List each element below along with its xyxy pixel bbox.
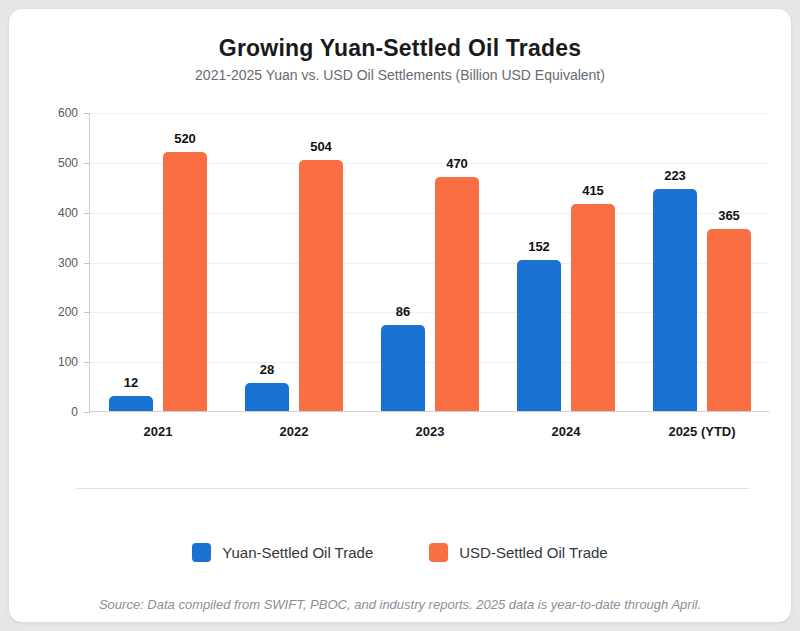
x-axis-label: 2022 [280,424,309,439]
chart-title: Growing Yuan-Settled Oil Trades [9,35,791,62]
y-axis-tick [84,113,90,114]
yuan-bar [109,396,153,411]
y-axis-tick [84,213,90,214]
y-axis-label: 0 [34,404,78,420]
yuan-bar [653,189,697,411]
y-axis-tick [84,263,90,264]
divider-line [76,488,749,489]
bar-value-label: 365 [718,208,740,223]
usd-bar [435,177,479,411]
bar-value-label: 86 [396,304,410,319]
bar-value-label: 470 [446,156,468,171]
bar-value-label: 223 [664,168,686,183]
legend-label: USD-Settled Oil Trade [459,544,607,561]
source-note: Source: Data compiled from SWIFT, PBOC, … [9,597,791,612]
bar-value-label: 12 [124,375,138,390]
y-axis-label: 600 [34,105,78,121]
y-axis-label: 400 [34,205,78,221]
y-axis-tick [84,312,90,313]
bar-value-label: 504 [310,139,332,154]
legend-label: Yuan-Settled Oil Trade [222,544,373,561]
y-axis-label: 200 [34,304,78,320]
legend-item-yuan: Yuan-Settled Oil Trade [192,543,373,562]
gridline [90,113,769,114]
y-axis-tick [84,163,90,164]
legend: Yuan-Settled Oil Trade USD-Settled Oil T… [9,543,791,562]
x-axis-label: 2023 [416,424,445,439]
usd-bar [707,229,751,411]
y-axis-label: 100 [34,354,78,370]
usd-bar [299,160,343,411]
yuan-bar [381,325,425,411]
y-axis-label: 300 [34,255,78,271]
yuan-legend-swatch-icon [192,543,211,562]
yuan-bar [517,260,561,411]
y-axis-tick [84,362,90,363]
plot-area: 0100200300400500600125202021285042022864… [89,113,769,412]
y-axis-tick [84,412,90,413]
bar-value-label: 520 [174,131,196,146]
bar-value-label: 28 [260,362,274,377]
x-axis-label: 2025 (YTD) [668,424,735,439]
chart-card: Growing Yuan-Settled Oil Trades 2021-202… [8,8,792,623]
usd-legend-swatch-icon [429,543,448,562]
usd-bar [163,152,207,411]
x-axis-label: 2024 [552,424,581,439]
chart-subtitle: 2021-2025 Yuan vs. USD Oil Settlements (… [9,67,791,83]
legend-item-usd: USD-Settled Oil Trade [429,543,607,562]
bar-value-label: 152 [528,239,550,254]
yuan-bar [245,383,289,411]
usd-bar [571,204,615,411]
y-axis-label: 500 [34,155,78,171]
x-axis-label: 2021 [144,424,173,439]
bar-value-label: 415 [582,183,604,198]
